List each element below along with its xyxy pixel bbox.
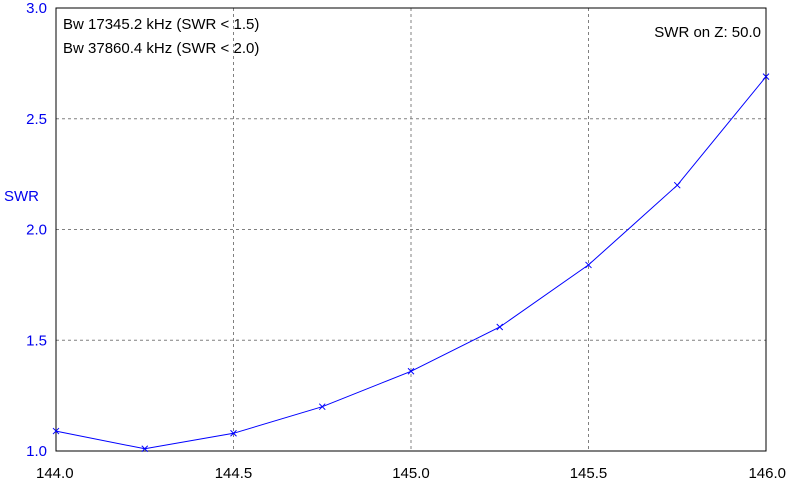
reference-impedance: SWR on Z: 50.0 — [654, 24, 761, 41]
data-point-8 — [762, 73, 770, 81]
grid-layer — [56, 8, 766, 451]
series-layer — [52, 73, 770, 453]
data-point-7 — [673, 181, 681, 189]
plot-frame — [55, 7, 767, 452]
x-axis-ticks: 144.0 144.5 145.0 145.5 146.0 — [36, 465, 786, 482]
y-tick-label-4: 3.0 — [26, 0, 47, 17]
x-tick-label-0: 144.0 — [36, 465, 74, 482]
data-point-6 — [585, 261, 592, 269]
x-tick-label-2: 145.0 — [392, 465, 430, 482]
data-point-1 — [141, 445, 149, 453]
bandwidth-swr-1-5: Bw 17345.2 kHz (SWR < 1.5) — [63, 16, 259, 33]
x-tick-label-4: 146.0 — [748, 465, 786, 482]
data-point-4 — [407, 367, 415, 375]
y-axis-ticks: 1.0 1.5 2.0 2.5 3.0 — [26, 0, 47, 460]
data-point-2 — [230, 429, 237, 437]
data-point-0 — [52, 427, 60, 435]
bandwidth-swr-2-0: Bw 37860.4 kHz (SWR < 2.0) — [63, 40, 259, 57]
x-tick-label-1: 144.5 — [215, 465, 253, 482]
y-tick-label-0: 1.0 — [26, 443, 47, 460]
data-point-3 — [318, 403, 326, 411]
y-tick-label-1: 1.5 — [26, 332, 47, 349]
x-tick-label-3: 145.5 — [570, 465, 608, 482]
y-tick-label-2: 2.0 — [26, 222, 47, 239]
data-point-5 — [496, 323, 504, 331]
y-axis-label: SWR — [4, 188, 39, 205]
y-tick-label-3: 2.5 — [26, 111, 47, 128]
